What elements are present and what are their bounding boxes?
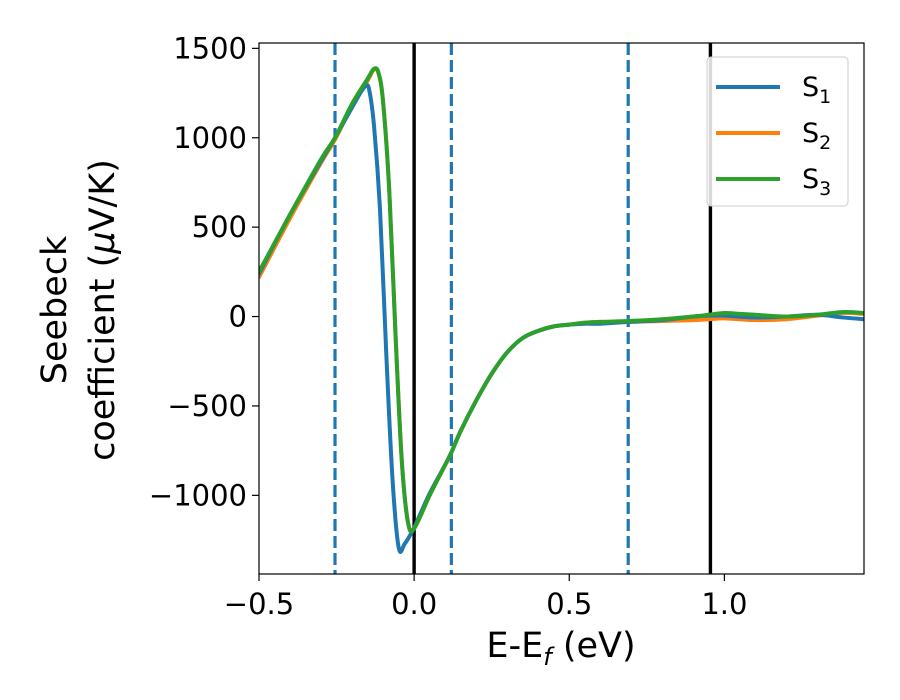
- y-tick-label: 1000: [173, 121, 247, 155]
- reference-lines: [333, 43, 713, 574]
- x-tick-label: 0.0: [391, 587, 437, 621]
- legend-label-s2: S2: [802, 118, 831, 154]
- y-axis-ticks: 1500 1000 500 0 −500 −1000: [149, 31, 259, 512]
- y-tick-label: 1500: [173, 31, 247, 65]
- y-axis-title-line1: Seebeck: [35, 235, 75, 384]
- legend-label-s1: S1: [802, 72, 831, 108]
- y-axis-title-line2: coefficient (μV/K): [83, 159, 123, 461]
- legend-label-s3: S3: [802, 164, 831, 200]
- y-tick-label: −500: [167, 389, 247, 423]
- y-axis-title-mu: μ: [83, 231, 123, 254]
- x-axis-title: E-Ef (eV): [486, 626, 635, 671]
- y-axis-title: Seebeck coefficient (μV/K): [35, 159, 123, 461]
- y-axis-title-prefix: coefficient (: [83, 254, 123, 461]
- x-tick-label: 0.5: [546, 587, 592, 621]
- y-tick-label: −1000: [149, 478, 247, 512]
- legend: S1 S2 S3: [706, 56, 849, 207]
- y-tick-label: 0: [229, 300, 247, 334]
- series-lines: [259, 66, 864, 554]
- x-axis-title-main: E-E: [486, 626, 543, 666]
- plot-frame: [258, 42, 865, 575]
- x-tick-label: −0.5: [224, 587, 294, 621]
- x-tick-label: 1.0: [701, 587, 747, 621]
- y-axis-title-suffix: V/K): [83, 159, 123, 231]
- x-axis-ticks: −0.5 0.0 0.5 1.0: [224, 574, 747, 621]
- series-line-s3: [259, 66, 864, 534]
- legend-items: S1 S2 S3: [716, 72, 831, 200]
- y-tick-label: 500: [192, 210, 247, 244]
- x-axis-title-unit: (eV): [552, 626, 636, 666]
